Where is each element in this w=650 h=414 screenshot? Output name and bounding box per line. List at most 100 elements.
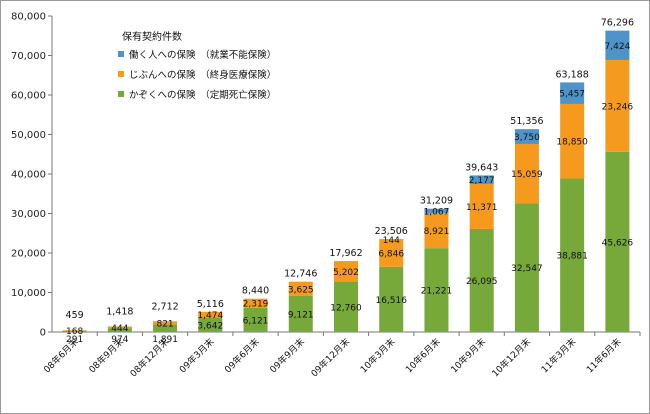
legend-swatch-family [118, 91, 124, 97]
legend-swatch-work [118, 51, 124, 57]
bar-segment [107, 328, 132, 332]
total-value-label: 23,506 [375, 226, 408, 237]
bar-segment [560, 178, 585, 332]
total-value-label: 63,188 [556, 69, 589, 80]
bar-segment [198, 311, 223, 318]
total-value-label: 17,962 [329, 248, 362, 259]
segment-value-label: 18,850 [556, 138, 588, 148]
legend: 保有契約件数 働く人への保険 （就業不能保険） じぶんへの保険 （終身医療保険）… [118, 30, 276, 101]
total-value-label: 1,418 [106, 306, 133, 317]
legend-label-work: 働く人への保険 （就業不能保険） [129, 49, 276, 61]
y-tick-label: 80,000 [11, 12, 46, 23]
segment-value-label: 7,424 [605, 42, 631, 52]
segment-value-label: 8,921 [424, 227, 450, 237]
y-tick-label: 0 [40, 328, 46, 339]
segment-value-label: 291 [66, 335, 83, 345]
y-tick-label: 20,000 [11, 249, 46, 260]
legend-swatch-self [118, 71, 124, 77]
x-tick-label: 10年12月末 [489, 336, 533, 380]
segment-value-label: 168 [66, 327, 83, 337]
y-tick-label: 30,000 [11, 209, 46, 220]
y-tick-label: 50,000 [11, 130, 46, 141]
segment-value-label: 9,121 [288, 310, 314, 320]
total-value-label: 2,712 [151, 301, 178, 312]
segment-value-label: 444 [111, 324, 128, 334]
x-tick-label: 11年3月末 [539, 336, 579, 376]
x-tick-label: 10年6月末 [403, 336, 443, 376]
bar-segment [605, 151, 630, 332]
segment-value-label: 32,547 [511, 264, 543, 274]
segment-value-label: 15,059 [511, 170, 543, 180]
bar-segment [379, 239, 404, 240]
y-tick-label: 40,000 [11, 170, 46, 181]
bar-segment [424, 212, 449, 249]
bar-segment [62, 330, 87, 332]
bar-segment [560, 82, 585, 104]
x-tick-label: 08年12月末 [127, 336, 171, 380]
legend-label-self: じぶんへの保険 （終身医療保険） [129, 69, 276, 81]
x-tick-label: 10年3月末 [358, 336, 398, 376]
bar-segment [334, 261, 358, 282]
bar-segment [153, 321, 178, 325]
x-tick-label: 09年9月末 [267, 336, 307, 376]
x-tick-label: 08年9月末 [86, 336, 126, 376]
segment-value-label: 21,221 [421, 287, 453, 297]
total-value-label: 8,440 [242, 286, 269, 297]
total-value-label: 76,296 [601, 18, 634, 29]
x-tick-label: 10年9月末 [448, 336, 488, 376]
bar-segment [469, 175, 494, 185]
segment-value-label: 38,881 [556, 252, 588, 262]
segment-value-label: 23,246 [602, 102, 634, 112]
total-value-label: 39,643 [465, 162, 498, 173]
segment-value-label: 2,177 [469, 176, 495, 186]
segment-value-label: 45,626 [602, 238, 634, 248]
bar-segment [153, 324, 178, 332]
segment-value-label: 1,474 [197, 311, 223, 321]
segment-value-label: 3,642 [197, 321, 223, 331]
bar-segment [243, 298, 268, 308]
bar-segment [379, 266, 404, 332]
x-tick-label: 09年6月末 [222, 336, 262, 376]
bar-segment [107, 326, 132, 329]
legend-title: 保有契約件数 [122, 30, 182, 43]
bar-segment [334, 281, 358, 332]
total-value-label: 12,746 [284, 269, 317, 280]
segment-value-label: 974 [111, 335, 128, 345]
bar-segment [424, 208, 449, 213]
bar-segment [514, 129, 539, 144]
bar-segment [288, 281, 313, 296]
bar-segment [424, 248, 449, 332]
segment-value-label: 3,625 [288, 285, 314, 295]
segment-value-label: 2,319 [243, 300, 269, 310]
legend-label-family: かぞくへの保険 （定期死亡保険） [129, 89, 276, 101]
bar-segment [243, 307, 268, 332]
segment-value-label: 26,095 [466, 277, 498, 287]
segment-value-label: 3,750 [514, 133, 540, 143]
segment-value-label: 821 [156, 319, 173, 329]
segment-value-label: 12,760 [330, 303, 362, 313]
total-value-label: 51,356 [510, 116, 543, 127]
bar-segment [469, 228, 494, 332]
segment-value-label: 1,891 [152, 335, 178, 345]
segment-value-label: 1,067 [424, 207, 450, 217]
bar-segment [379, 239, 404, 267]
x-tick-label: 11年6月末 [584, 336, 624, 376]
segment-value-label: 11,371 [466, 203, 498, 213]
y-tick-label: 60,000 [11, 91, 46, 102]
bar-segment [514, 203, 539, 332]
bar-segment [560, 103, 585, 179]
x-tick-label: 08年6月末 [41, 336, 81, 376]
segment-value-label: 16,516 [375, 296, 407, 306]
bar-segment [514, 143, 539, 204]
bar-segment [605, 30, 630, 60]
total-value-label: 5,116 [197, 299, 224, 310]
bar-segment [198, 317, 223, 332]
bar-segment [605, 59, 630, 152]
total-value-label: 31,209 [420, 196, 453, 207]
y-tick-label: 70,000 [11, 51, 46, 62]
bar-segment [288, 295, 313, 332]
segment-value-label: 144 [383, 236, 400, 246]
segment-value-label: 5,457 [559, 90, 585, 100]
segment-value-label: 6,846 [378, 250, 404, 260]
